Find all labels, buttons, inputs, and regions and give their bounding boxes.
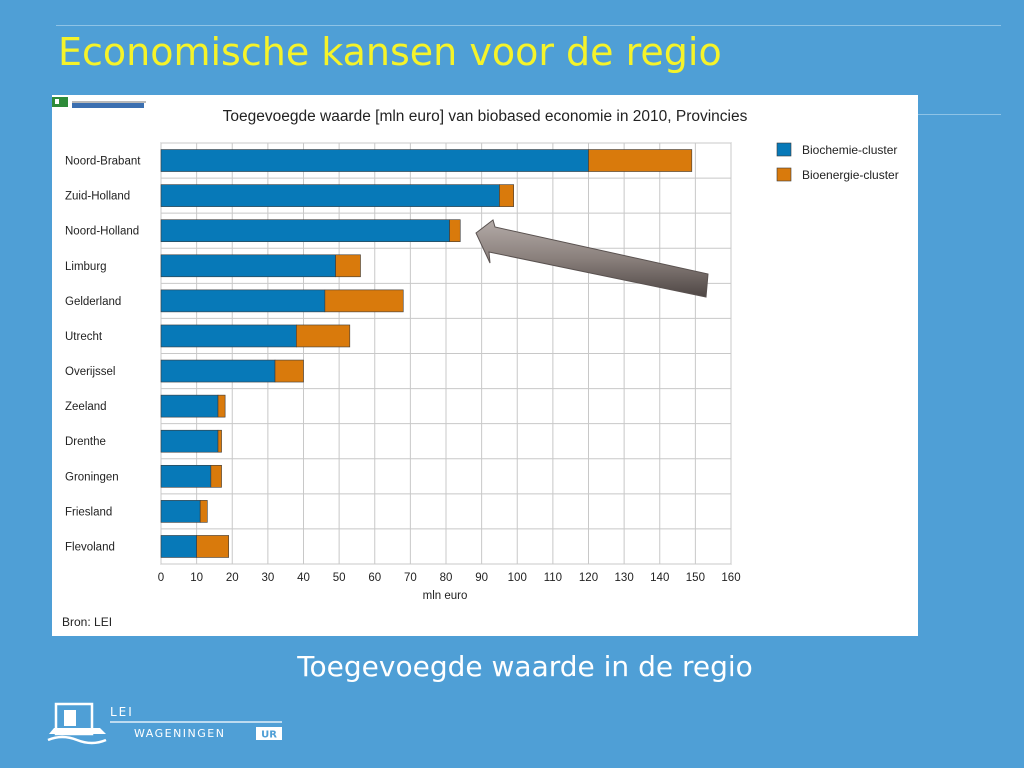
bar-biochemie bbox=[160, 184, 500, 207]
bar-biochemie bbox=[160, 149, 589, 172]
bar-biochemie bbox=[160, 219, 450, 243]
bar-biochemie bbox=[160, 289, 326, 313]
bar-bioenergie bbox=[296, 324, 351, 348]
x-tick-label: 0 bbox=[158, 572, 164, 584]
bar-bioenergie bbox=[324, 289, 404, 313]
legend-swatch bbox=[776, 142, 792, 157]
chart-title: Toegevoegde waarde [mln euro] van biobas… bbox=[223, 108, 748, 125]
bar-bioenergie bbox=[335, 254, 361, 278]
lei-mini-logo bbox=[52, 97, 146, 108]
x-tick-label: 40 bbox=[297, 572, 310, 584]
x-tick-label: 60 bbox=[368, 572, 381, 584]
legend-label: Biochemie-cluster bbox=[802, 143, 897, 157]
logo-wageningen-text: WAGENINGEN bbox=[134, 727, 225, 740]
x-tick-label: 100 bbox=[508, 572, 527, 584]
bar-bioenergie bbox=[217, 429, 222, 453]
x-tick-label: 10 bbox=[190, 572, 203, 584]
annotation-arrow bbox=[475, 219, 709, 298]
x-tick-label: 150 bbox=[686, 572, 705, 584]
top-divider bbox=[56, 25, 1001, 26]
y-category-label: Gelderland bbox=[65, 296, 121, 308]
legend: Biochemie-cluster Bioenergie-cluster bbox=[776, 142, 899, 182]
bar-chart: Toegevoegde waarde [mln euro] van biobas… bbox=[65, 108, 899, 602]
x-tick-label: 160 bbox=[721, 572, 740, 584]
right-divider bbox=[918, 114, 1001, 115]
y-category-label: Friesland bbox=[65, 506, 112, 518]
legend-swatch bbox=[776, 167, 792, 182]
y-category-label: Utrecht bbox=[65, 331, 103, 343]
bar-biochemie bbox=[160, 359, 276, 383]
x-tick-label: 130 bbox=[615, 572, 634, 584]
x-tick-label: 110 bbox=[544, 572, 562, 584]
y-category-label: Noord-Holland bbox=[65, 226, 139, 238]
bar-bioenergie bbox=[196, 535, 229, 558]
bar-bioenergie bbox=[199, 500, 208, 523]
bar-bioenergie bbox=[217, 394, 226, 418]
y-category-label: Limburg bbox=[65, 261, 107, 273]
bar-biochemie bbox=[160, 500, 201, 523]
y-category-label: Zuid-Holland bbox=[65, 191, 130, 203]
slide-title: Economische kansen voor de regio bbox=[58, 30, 722, 74]
bar-biochemie bbox=[160, 429, 219, 453]
x-tick-label: 70 bbox=[404, 572, 417, 584]
logo-lei-text: LEI bbox=[110, 705, 134, 719]
x-tick-label: 90 bbox=[475, 572, 488, 584]
source-note: Bron: LEI bbox=[62, 615, 113, 629]
chart-panel: Toegevoegde waarde [mln euro] van biobas… bbox=[52, 95, 918, 636]
x-axis-label: mln euro bbox=[423, 590, 468, 602]
x-tick-label: 50 bbox=[333, 572, 346, 584]
y-category-label: Flevoland bbox=[65, 541, 115, 553]
x-tick-label: 80 bbox=[440, 572, 453, 584]
y-category-label: Drenthe bbox=[65, 436, 106, 448]
slide-caption: Toegevoegde waarde in de regio bbox=[297, 650, 753, 683]
bar-bioenergie bbox=[499, 184, 514, 207]
legend-label: Bioenergie-cluster bbox=[802, 168, 899, 182]
y-category-label: Zeeland bbox=[65, 401, 107, 413]
bar-biochemie bbox=[160, 254, 336, 278]
x-tick-label: 20 bbox=[226, 572, 239, 584]
bar-biochemie bbox=[160, 535, 197, 558]
y-category-label: Overijssel bbox=[65, 366, 115, 378]
bar-biochemie bbox=[160, 394, 219, 418]
bar-biochemie bbox=[160, 324, 297, 348]
lei-wageningen-logo: LEI WAGENINGEN UR bbox=[46, 700, 286, 753]
bar-bioenergie bbox=[210, 464, 222, 488]
x-tick-label: 30 bbox=[261, 572, 274, 584]
bar-biochemie bbox=[160, 464, 212, 488]
lei-emblem-icon bbox=[47, 702, 107, 745]
logo-ur-badge: UR bbox=[261, 730, 277, 741]
bar-bioenergie bbox=[274, 359, 304, 383]
y-category-label: Groningen bbox=[65, 471, 119, 483]
bar-bioenergie bbox=[588, 149, 693, 172]
y-category-label: Noord-Brabant bbox=[65, 156, 141, 168]
x-tick-label: 120 bbox=[579, 572, 598, 584]
x-tick-label: 140 bbox=[650, 572, 669, 584]
bar-bioenergie bbox=[449, 219, 461, 243]
